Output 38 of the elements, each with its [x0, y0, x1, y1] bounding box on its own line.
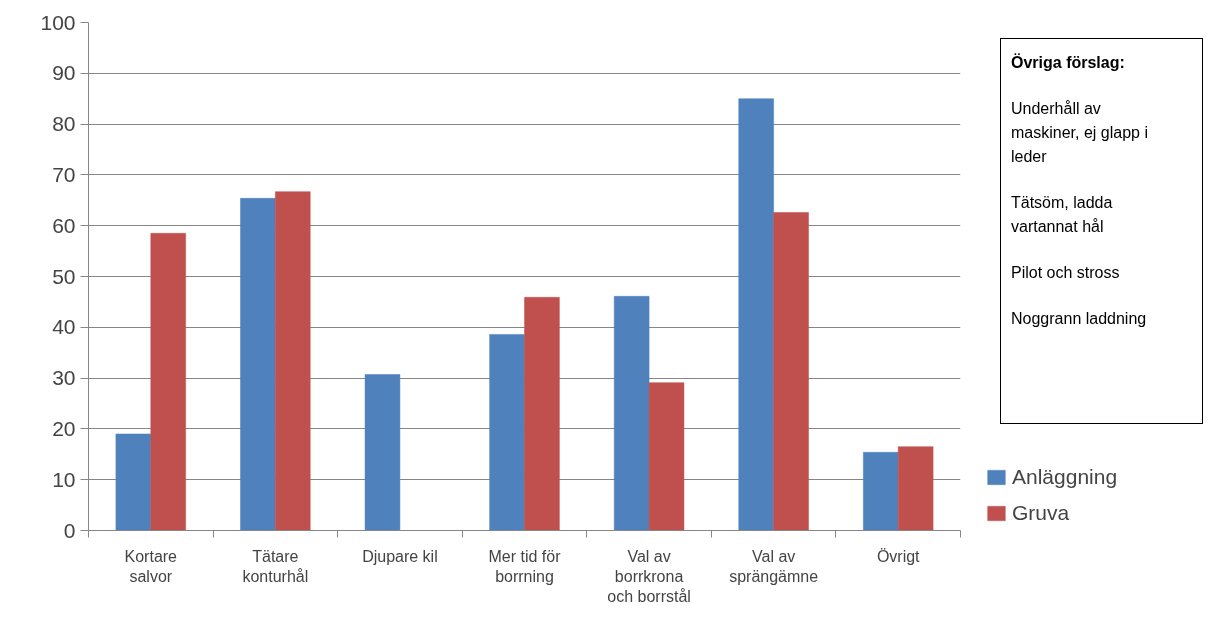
bar: [489, 334, 525, 531]
y-tick-label: 40: [52, 315, 76, 339]
x-tick-label: Tätare konturhål: [242, 547, 309, 585]
x-tick-label: Mer tid för borrning: [488, 547, 562, 585]
bar: [275, 191, 311, 531]
x-tick-label: Kortare salvor: [124, 547, 178, 585]
text: Pilot och stross: [1011, 263, 1121, 283]
y-tick-label: 80: [52, 112, 76, 136]
text: Övriga förslag:: [1011, 54, 1125, 71]
legend-label: Anläggning: [1012, 465, 1118, 489]
bar: [613, 296, 650, 531]
y-tick-label: 10: [52, 467, 76, 491]
y-tick-label: 90: [52, 61, 76, 85]
y-tick-label: 60: [52, 213, 76, 237]
bar: [524, 297, 560, 531]
text: Tätsöm, ladda vartannat hål: [1011, 193, 1114, 237]
bar: [863, 452, 899, 531]
text: Underhåll av maskiner, ej glapp i leder: [1011, 99, 1148, 167]
y-tick-label: 100: [40, 10, 76, 34]
y-tick-label: 20: [52, 416, 76, 440]
x-tick-label: Val av borrkrona och borrstål: [607, 547, 691, 606]
bar: [115, 433, 152, 531]
y-tick-label: 50: [52, 264, 76, 288]
y-tick-label: 0: [63, 518, 76, 542]
bar: [364, 374, 401, 531]
x-tick-label: Djupare kil: [362, 547, 438, 565]
bar: [240, 198, 276, 531]
x-tick-label: Val av sprängämne: [729, 547, 819, 585]
bar: [648, 382, 685, 531]
bar: [897, 446, 934, 531]
y-tick-label: 70: [52, 162, 76, 186]
bar: [150, 233, 186, 531]
bar: [773, 212, 809, 531]
bar: [738, 98, 774, 531]
y-tick-label: 30: [52, 366, 76, 390]
legend-label: Gruva: [1012, 501, 1070, 525]
text: Noggrann laddning: [1011, 309, 1148, 329]
x-tick-label: Övrigt: [876, 547, 921, 565]
